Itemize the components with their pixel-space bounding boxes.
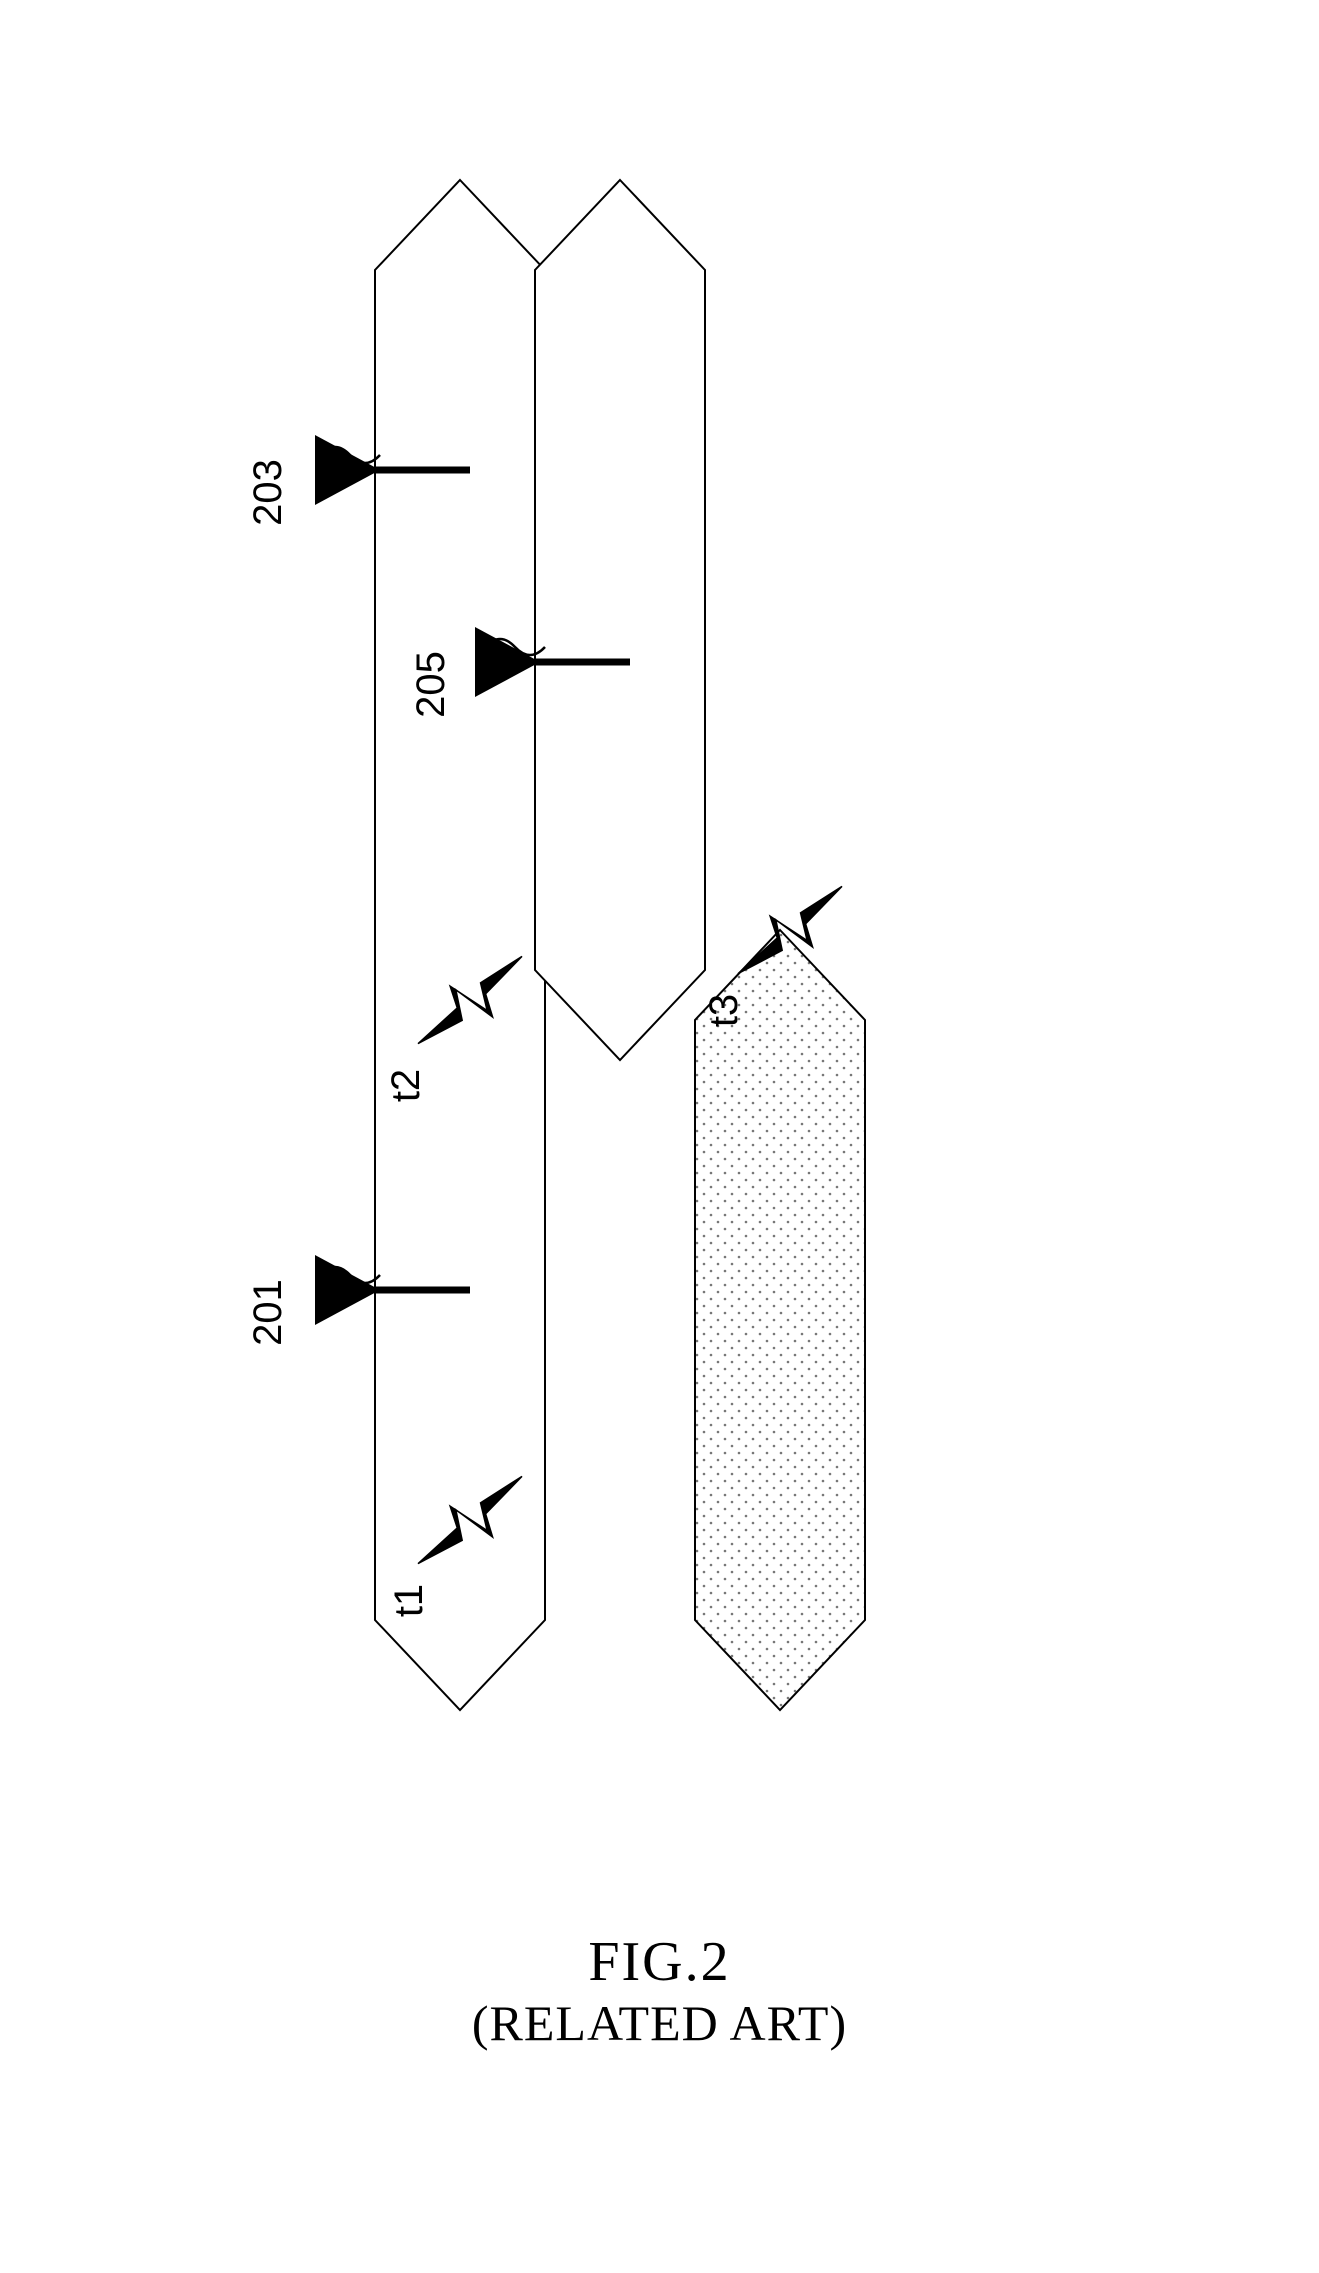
ref-205: 205 [409, 651, 454, 718]
figure-caption: FIG.2 (RELATED ART) [472, 1930, 847, 2052]
label-t3: t3 [702, 994, 747, 1027]
lozenge-right-short [535, 180, 705, 1060]
caption-main: FIG.2 [472, 1930, 847, 1994]
ref-203: 203 [246, 459, 291, 526]
lozenge-main [375, 180, 545, 1710]
lozenge-dotted [695, 930, 865, 1710]
label-t2: t2 [384, 1069, 429, 1102]
label-t1: t1 [387, 1584, 432, 1617]
diagram-svg [0, 0, 1319, 2268]
caption-sub: (RELATED ART) [472, 1994, 847, 2052]
ref-201: 201 [246, 1279, 291, 1346]
